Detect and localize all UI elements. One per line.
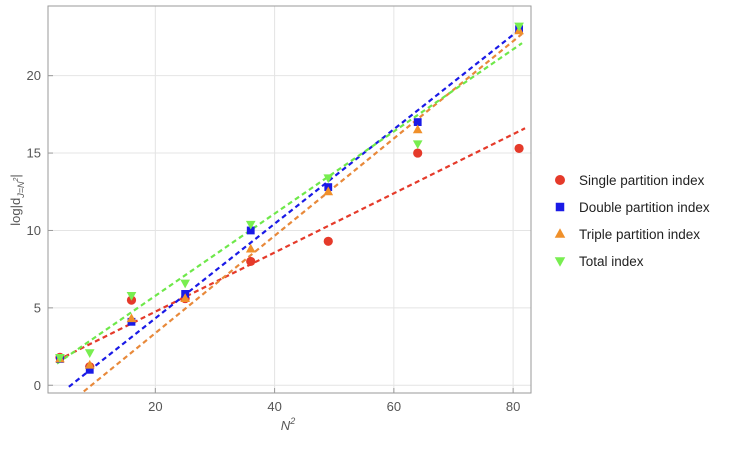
- y-tick-label: 10: [27, 223, 41, 238]
- data-point-triangle-down: [514, 22, 524, 32]
- legend: Single partition index Double partition i…: [554, 173, 710, 269]
- y-axis-label: log|dJ=N2|: [8, 174, 26, 226]
- grid-lines: [48, 6, 531, 393]
- data-point-triangle-up: [126, 313, 137, 323]
- y-tick-label: 20: [27, 68, 41, 83]
- legend-marker-circle: [555, 175, 565, 185]
- data-point-triangle-down: [412, 140, 423, 150]
- x-tick-label: 20: [148, 399, 162, 414]
- data-points: [55, 22, 524, 374]
- plot-frame: [47, 5, 532, 394]
- fit-lines: [56, 26, 526, 393]
- legend-label: Total index: [579, 254, 644, 269]
- x-axis-ticks: 20 40 60 80: [148, 388, 520, 414]
- data-point-triangle-down: [84, 349, 95, 359]
- x-tick-label: 40: [267, 399, 281, 414]
- x-axis-label: N2: [281, 416, 295, 433]
- y-tick-label: 0: [34, 378, 41, 393]
- fit-line-square: [68, 26, 523, 388]
- data-point-triangle-down: [245, 220, 256, 230]
- data-point-circle: [514, 143, 524, 154]
- data-point-circle: [413, 148, 423, 158]
- data-point-circle: [246, 256, 256, 267]
- legend-label: Double partition index: [579, 200, 710, 215]
- data-point-triangle-up: [412, 124, 423, 134]
- fit-line-triangle-down: [56, 42, 523, 365]
- data-point-triangle-up: [245, 243, 256, 253]
- fit-line-circle: [56, 127, 526, 362]
- data-point-square: [246, 226, 255, 235]
- data-point-triangle-up: [323, 186, 334, 196]
- y-tick-label: 5: [34, 300, 41, 315]
- legend-label: Triple partition index: [579, 227, 700, 242]
- legend-marker-triangle-up: [554, 228, 566, 238]
- x-tick-label: 80: [506, 399, 520, 414]
- y-tick-label: 15: [27, 146, 41, 161]
- data-point-triangle-up: [84, 359, 95, 369]
- data-point-triangle-down: [323, 174, 334, 184]
- data-point-triangle-down: [180, 279, 190, 289]
- y-axis-ticks: 0 5 10 15 20: [27, 68, 53, 393]
- data-point-triangle-down: [126, 292, 137, 301]
- data-point-triangle-down: [55, 353, 65, 363]
- legend-label: Single partition index: [579, 173, 705, 188]
- data-point-square: [413, 118, 422, 127]
- legend-marker-square: [555, 202, 565, 212]
- data-point-triangle-up: [180, 293, 190, 303]
- data-point-square: [85, 365, 94, 374]
- data-point-circle: [323, 236, 333, 246]
- x-tick-label: 60: [387, 399, 401, 414]
- legend-marker-triangle-down: [554, 257, 566, 267]
